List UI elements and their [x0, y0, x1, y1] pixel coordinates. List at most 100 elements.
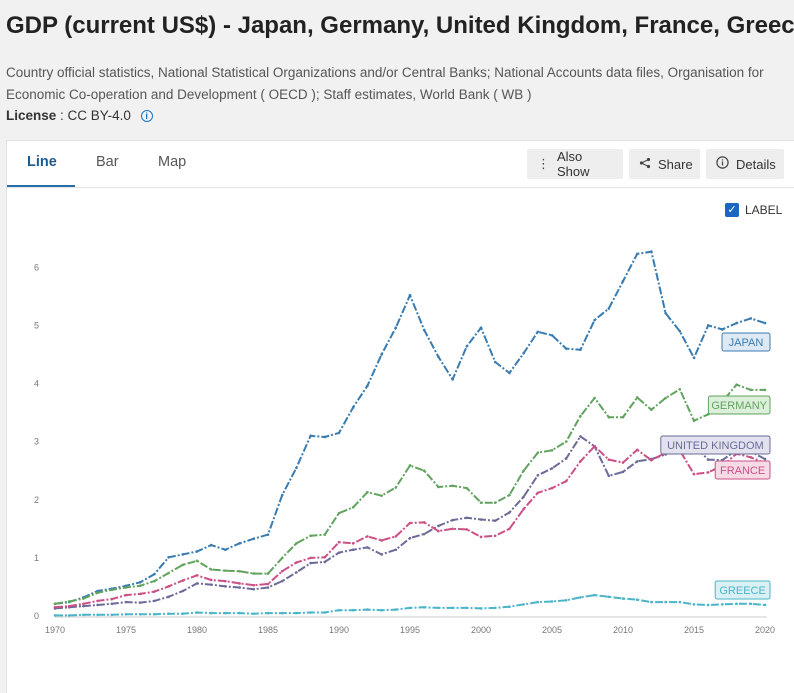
- data-point-france: [53, 605, 57, 609]
- data-point-united-kingdom: [536, 474, 540, 477]
- data-point-germany: [508, 493, 511, 497]
- data-point-japan: [550, 333, 554, 337]
- y-tick-label: 1: [34, 553, 39, 563]
- data-point-greece: [252, 612, 256, 615]
- data-point-greece: [266, 611, 270, 615]
- data-point-france: [309, 556, 312, 560]
- data-point-france: [138, 592, 142, 596]
- data-point-united-kingdom: [607, 474, 611, 478]
- data-point-united-kingdom: [451, 518, 454, 522]
- data-point-germany: [153, 579, 156, 583]
- data-point-greece: [607, 595, 611, 599]
- data-point-france: [238, 582, 241, 585]
- tab-map[interactable]: Map: [158, 154, 187, 170]
- data-point-japan: [635, 252, 639, 256]
- share-icon: [639, 157, 651, 172]
- data-point-greece: [749, 602, 753, 606]
- data-point-germany: [138, 584, 142, 588]
- data-point-france: [607, 458, 611, 461]
- y-tick-label: 2: [34, 495, 39, 505]
- data-point-japan: [209, 543, 213, 547]
- data-point-united-kingdom: [266, 586, 270, 589]
- data-point-france: [550, 486, 554, 490]
- info-icon[interactable]: i: [140, 110, 153, 122]
- data-point-japan: [479, 326, 483, 329]
- data-point-united-kingdom: [579, 435, 582, 438]
- data-point-japan: [465, 345, 469, 348]
- data-point-greece: [479, 607, 483, 610]
- data-point-germany: [96, 591, 99, 595]
- data-point-japan: [763, 321, 767, 325]
- data-point-united-kingdom: [706, 458, 710, 461]
- label-toggle-text: LABEL: [745, 203, 783, 217]
- data-point-greece: [635, 598, 639, 602]
- y-tick-label: 3: [34, 437, 39, 447]
- data-point-united-kingdom: [181, 589, 185, 593]
- data-point-france: [153, 590, 156, 593]
- share-label: Share: [658, 156, 693, 172]
- data-point-germany: [522, 469, 525, 472]
- x-tick-label: 2020: [755, 625, 775, 635]
- series-line-germany: [54, 383, 765, 605]
- data-point-germany: [479, 501, 483, 504]
- data-point-japan: [337, 431, 341, 435]
- data-point-greece: [593, 593, 596, 597]
- gdp-line-chart: 0 1 2 3 4 5 6 1970 1975 1980 1985 1990 1995 2000 2005 2…: [34, 250, 775, 635]
- data-point-france: [465, 528, 469, 531]
- data-point-japan: [366, 384, 369, 388]
- checkbox-checked-icon[interactable]: ✓: [725, 203, 739, 217]
- x-tick-label: 2005: [542, 625, 562, 635]
- data-point-japan: [522, 351, 525, 355]
- data-point-united-kingdom: [437, 524, 440, 528]
- data-point-greece: [508, 605, 511, 608]
- data-point-germany: [763, 388, 767, 392]
- data-point-japan: [323, 435, 327, 439]
- data-point-france: [266, 582, 270, 586]
- data-point-germany: [422, 469, 426, 472]
- data-point-greece: [522, 603, 525, 606]
- tab-bar[interactable]: Bar: [96, 154, 119, 170]
- data-point-france: [621, 461, 625, 464]
- data-point-united-kingdom: [337, 551, 341, 554]
- data-point-united-kingdom: [153, 599, 156, 603]
- data-point-france: [479, 535, 483, 539]
- data-point-japan: [181, 553, 185, 556]
- data-point-greece: [280, 611, 284, 615]
- data-point-japan: [749, 317, 753, 320]
- series-label-germany: GERMANY: [711, 400, 767, 412]
- data-point-japan: [238, 542, 241, 545]
- data-point-united-kingdom: [366, 546, 369, 549]
- data-point-greece: [706, 603, 710, 607]
- data-point-united-kingdom: [124, 600, 128, 604]
- data-point-united-kingdom: [323, 560, 327, 564]
- data-point-united-kingdom: [522, 495, 525, 499]
- data-point-greece: [195, 611, 199, 614]
- details-button[interactable]: Details: [706, 149, 784, 179]
- data-point-greece: [564, 599, 568, 602]
- data-point-japan: [394, 326, 398, 329]
- data-point-germany: [536, 451, 540, 454]
- data-point-japan: [422, 328, 426, 332]
- data-point-japan: [508, 371, 511, 375]
- also-show-button[interactable]: ⋮ Also Show: [527, 149, 623, 179]
- data-point-france: [522, 507, 525, 511]
- also-show-label: Also Show: [557, 149, 590, 179]
- source-description: Country official statistics, National St…: [6, 65, 764, 102]
- data-point-japan: [153, 572, 156, 576]
- data-point-greece: [309, 611, 312, 614]
- share-button[interactable]: Share: [629, 149, 700, 179]
- data-point-united-kingdom: [82, 604, 85, 608]
- data-point-germany: [252, 572, 256, 575]
- data-point-greece: [437, 606, 440, 610]
- data-point-germany: [110, 588, 114, 592]
- data-point-germany: [53, 602, 57, 606]
- tab-line[interactable]: Line: [27, 154, 57, 170]
- label-toggle[interactable]: ✓ LABEL: [725, 203, 782, 217]
- x-tick-label: 1995: [400, 625, 420, 635]
- info-circle-icon: [716, 156, 729, 172]
- data-point-germany: [167, 571, 170, 575]
- y-tick-label: 4: [34, 379, 39, 389]
- data-point-greece: [209, 611, 213, 615]
- data-point-france: [692, 472, 696, 476]
- data-point-germany: [195, 559, 199, 563]
